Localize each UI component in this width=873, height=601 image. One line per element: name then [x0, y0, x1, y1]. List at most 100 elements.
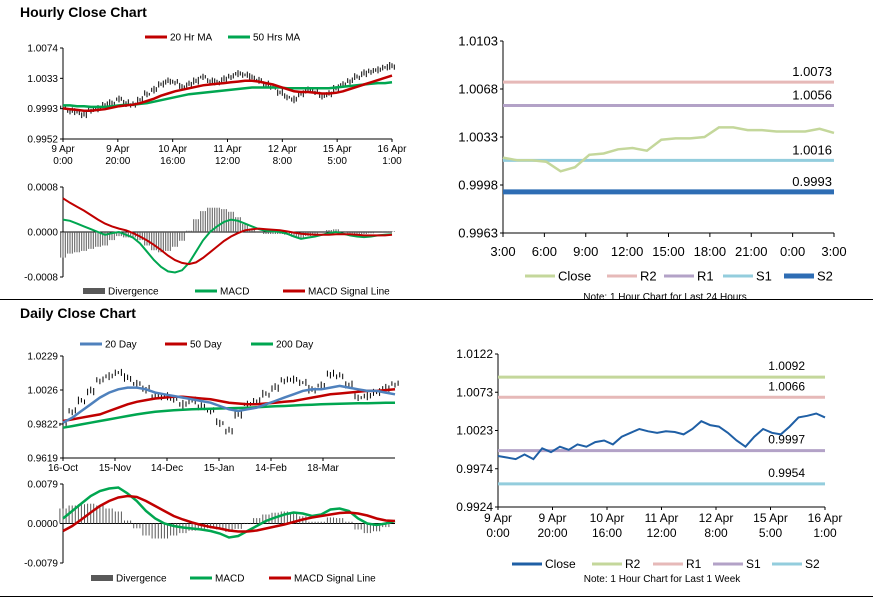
daily-close-line — [497, 412, 826, 461]
hourly-levels-x-tick-label: 9:00 — [573, 244, 598, 259]
daily-price-y-tick-label: 1.0229 — [27, 352, 58, 363]
hourly-price-x-tick-label: 10 Apr — [158, 144, 188, 155]
hourly-macd-y-tick-label: -0.0008 — [24, 273, 58, 284]
daily-price-x-tick-label: 14-Feb — [255, 463, 287, 474]
hourly-level-s2-label: 0.9993 — [792, 174, 832, 189]
hourly-levels-x-tick-label: 3:00 — [490, 244, 515, 259]
daily-macd-signal-line — [62, 494, 396, 533]
hourly-price-x-tick-label: 9 Apr — [51, 144, 75, 155]
hourly-price-x-tick-label: 1:00 — [382, 156, 402, 167]
daily-macd-y-tick-label: 0.0079 — [27, 480, 58, 491]
hourly-close-line — [502, 126, 835, 173]
daily-macd-y-tick-label: -0.0079 — [24, 559, 58, 570]
daily-levels-r1-legend-label: R1 — [686, 557, 702, 571]
daily-levels-x-tick-label: 10 Apr — [590, 511, 625, 525]
daily-macd-line — [62, 486, 396, 539]
daily-level-r1-label: 1.0066 — [768, 379, 805, 393]
hourly-levels-r1-legend-label: R1 — [697, 269, 714, 284]
daily-price-x-tick-label: 15-Nov — [99, 463, 131, 474]
hourly-levels-s1-legend-label: S1 — [756, 269, 772, 284]
hourly-levels-x-tick-label: 6:00 — [532, 244, 557, 259]
daily-levels-x-tick-label: 20:00 — [537, 526, 567, 540]
daily-levels-s2-legend-label: S2 — [805, 557, 820, 571]
hourly-levels-r2-legend-label: R2 — [640, 269, 657, 284]
hourly-price-y-tick-label: 1.0033 — [27, 74, 58, 85]
hourly-macd-y-tick-label: 0.0000 — [27, 228, 58, 239]
daily-levels-x-tick-label: 9 Apr — [484, 511, 512, 525]
daily-ma50-line — [62, 388, 396, 423]
daily-levels-x-tick-label: 16:00 — [592, 526, 622, 540]
hourly-levels-y-tick-label: 1.0103 — [458, 34, 498, 49]
daily-levels-x-tick-label: 0:00 — [486, 526, 510, 540]
hourly-price-y-tick-label: 0.9952 — [27, 135, 58, 146]
hourly-price-x-tick-label: 12 Apr — [268, 144, 298, 155]
daily-price-y-tick-label: 0.9619 — [27, 454, 58, 465]
hourly-price-x-tick-label: 5:00 — [327, 156, 347, 167]
hourly-price-x-tick-label: 20:00 — [105, 156, 130, 167]
daily-price-x-tick-label: 15-Jan — [204, 463, 235, 474]
hourly-section-title: Hourly Close Chart — [20, 4, 147, 20]
daily-levels-x-tick-label: 8:00 — [704, 526, 728, 540]
hourly-levels-close-legend-label: Close — [558, 269, 591, 284]
hourly-levels-x-tick-label: 21:00 — [735, 244, 768, 259]
hourly-macd-y-tick-label: 0.0008 — [27, 183, 58, 194]
hourly-levels-x-tick-label: 15:00 — [652, 244, 685, 259]
daily-levels-y-tick-label: 1.0122 — [456, 347, 493, 361]
daily-levels-x-tick-label: 12 Apr — [699, 511, 734, 525]
daily-section-title: Daily Close Chart — [20, 305, 136, 321]
hourly-levels-y-tick-label: 1.0068 — [458, 82, 498, 97]
daily-levels-x-tick-label: 9 Apr — [538, 511, 566, 525]
hourly-levels-x-tick-label: 3:00 — [821, 244, 846, 259]
daily-levels-x-tick-label: 1:00 — [813, 526, 837, 540]
daily-levels-y-tick-label: 1.0023 — [456, 424, 493, 438]
hourly-levels-note: Note: 1 Hour Chart for Last 24 Hours — [583, 292, 746, 303]
hourly-price-x-tick-label: 16:00 — [160, 156, 185, 167]
hourly-levels-x-tick-label: 12:00 — [611, 244, 644, 259]
daily-ma20-legend-label: 20 Day — [105, 340, 137, 351]
bottom-divider — [0, 596, 873, 597]
daily-levels-x-tick-label: 15 Apr — [753, 511, 788, 525]
daily-levels-s1-legend-label: S1 — [746, 557, 761, 571]
daily-levels-r2-legend-label: R2 — [625, 557, 641, 571]
hourly-price-y-tick-label: 1.0074 — [27, 44, 58, 55]
hourly-levels-y-tick-label: 1.0033 — [458, 130, 498, 145]
hourly-levels-x-tick-label: 18:00 — [694, 244, 727, 259]
daily-levels-y-tick-label: 1.0073 — [456, 385, 493, 399]
daily-divergence-legend-label: Divergence — [116, 574, 167, 585]
daily-ma200-legend-label: 200 Day — [276, 340, 313, 351]
daily-ma20-line — [62, 384, 396, 424]
hourly-macd-legend-label: MACD — [220, 287, 249, 298]
daily-levels-x-tick-label: 5:00 — [759, 526, 783, 540]
daily-signal-legend-label: MACD Signal Line — [294, 574, 376, 585]
hourly-price-x-tick-label: 8:00 — [273, 156, 293, 167]
hourly-level-s1-label: 1.0016 — [792, 142, 832, 157]
hourly-divergence-legend-label: Divergence — [108, 287, 159, 298]
hourly-signal-legend-label: MACD Signal Line — [308, 287, 390, 298]
hourly-levels-s2-legend-label: S2 — [817, 269, 833, 284]
hourly-levels-y-tick-label: 0.9963 — [458, 226, 498, 241]
hourly-levels-y-tick-label: 0.9998 — [458, 178, 498, 193]
hourly-ma50-legend-label: 50 Hrs MA — [253, 33, 301, 44]
daily-levels-note: Note: 1 Hour Chart for Last 1 Week — [584, 574, 742, 585]
hourly-price-y-tick-label: 0.9993 — [27, 104, 58, 115]
daily-levels-y-tick-label: 0.9974 — [456, 462, 493, 476]
daily-price-x-tick-label: 18-Mar — [307, 463, 339, 474]
daily-macd-y-tick-label: 0.0000 — [27, 519, 58, 530]
hourly-price-x-tick-label: 0:00 — [53, 156, 73, 167]
daily-levels-x-tick-label: 16 Apr — [808, 511, 843, 525]
hourly-price-x-tick-label: 15 Apr — [323, 144, 353, 155]
daily-levels-close-legend-label: Close — [545, 557, 576, 571]
hourly-price-x-tick-label: 12:00 — [215, 156, 240, 167]
daily-levels-y-tick-label: 0.9924 — [456, 500, 493, 514]
hourly-ma20-legend-label: 20 Hr MA — [170, 33, 213, 44]
daily-level-r2-label: 1.0092 — [768, 359, 805, 373]
hourly-macd-signal-line — [62, 197, 393, 266]
hourly-level-r1-label: 1.0056 — [792, 87, 832, 102]
hourly-macd-line — [62, 218, 393, 274]
daily-levels-x-tick-label: 11 Apr — [645, 511, 679, 525]
